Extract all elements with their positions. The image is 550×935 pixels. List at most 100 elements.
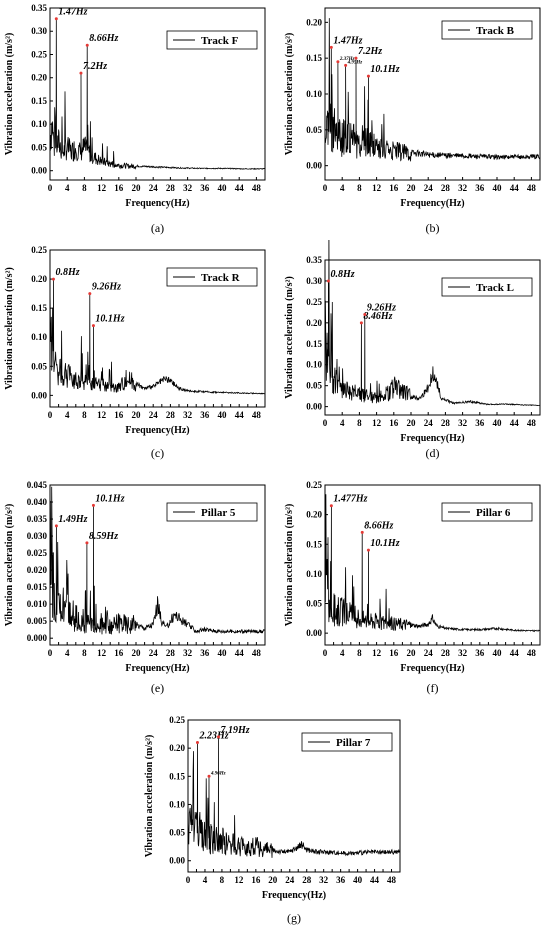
peak-label: 2.37Hz [339, 57, 355, 62]
x-tick-label: 44 [235, 648, 245, 658]
chart-c: 0.000.050.100.150.200.250 4 8 12 16 20 24 28 32 3… [4, 245, 266, 460]
y-tick-label: 0.00 [306, 402, 322, 412]
x-tick-label: 48 [527, 183, 537, 193]
x-tick-label: 8 [357, 648, 362, 658]
peak-marker [91, 503, 95, 507]
x-tick-label: 32 [458, 648, 468, 658]
y-tick-label: 0.15 [306, 339, 322, 349]
x-tick-label: 32 [458, 418, 468, 428]
x-tick-label: 20 [132, 648, 142, 658]
x-axis-label: Frequency(Hz) [125, 425, 189, 436]
y-tick-label: 0.10 [306, 360, 322, 370]
peak-label: 8.46Hz [363, 311, 392, 322]
x-tick-label: 12 [97, 410, 107, 420]
x-tick-label: 28 [441, 183, 451, 193]
y-axis-label: Vibration acceleration (m/s²) [144, 735, 155, 858]
peak-label: 1.47Hz [58, 7, 87, 18]
y-tick-label: 0.10 [169, 799, 185, 809]
peak-marker [79, 71, 83, 75]
peak-marker [363, 312, 367, 316]
series-line-b [324, 18, 541, 162]
peak-label: 0.8Hz [55, 267, 79, 278]
x-tick-label: 36 [336, 875, 346, 885]
chart-panel-b: 0.00 0.05 0.10 0.15 0.20 0 4 8 12 16 20 24 28 32 36 40 4… [280, 0, 550, 240]
panel-caption: (f) [427, 681, 439, 695]
peak-label: 9.26Hz [367, 302, 396, 313]
x-tick-label: 16 [114, 648, 124, 658]
x-tick-label: 8 [220, 875, 225, 885]
y-tick-label: 0.015 [27, 582, 48, 592]
y-tick-label: 0.15 [31, 96, 47, 106]
x-tick-label: 40 [353, 875, 363, 885]
peak-label: 10.1Hz [95, 314, 124, 325]
x-tick-label: 12 [372, 648, 382, 658]
peak-label: 8.59Hz [89, 531, 118, 542]
x-tick-label: 32 [458, 183, 468, 193]
x-tick-label: 20 [268, 875, 278, 885]
x-axis-label: Frequency(Hz) [262, 890, 326, 901]
x-tick-label: 44 [510, 183, 520, 193]
y-tick-label: 0.000 [27, 633, 48, 643]
chart-panel-e: 0.000 0.005 0.010 0.015 0.020 0.025 0.030 0.035… [0, 470, 275, 700]
y-tick-label: 0.25 [31, 49, 47, 59]
x-tick-label: 48 [252, 648, 262, 658]
y-tick-label: 0.00 [169, 856, 185, 866]
x-axis-label: Frequency(Hz) [400, 433, 464, 444]
y-tick-label: 0.045 [27, 480, 48, 490]
x-tick-label: 48 [252, 410, 262, 420]
x-tick-label: 28 [441, 648, 451, 658]
x-tick-label: 8 [357, 183, 362, 193]
x-tick-label: 4 [203, 875, 208, 885]
y-tick-label: 0.005 [27, 616, 48, 626]
y-tick-label: 0.05 [306, 125, 322, 135]
x-tick-label: 4 [65, 648, 70, 658]
x-tick-label: 32 [183, 410, 193, 420]
y-tick-label: 0.20 [31, 274, 47, 284]
y-tick-label: 0.10 [31, 332, 47, 342]
x-tick-label: 12 [372, 183, 382, 193]
series-line-a [49, 18, 266, 170]
x-tick-label: 12 [234, 875, 244, 885]
x-tick-label: 36 [475, 183, 485, 193]
x-tick-label: 16 [389, 183, 399, 193]
plot-frame [49, 7, 266, 181]
x-tick-label: 0 [48, 410, 53, 420]
x-tick-label: 24 [424, 183, 434, 193]
x-tick-label: 12 [372, 418, 382, 428]
legend-label: Track R [201, 272, 241, 284]
legend-label: Pillar 5 [201, 507, 236, 519]
x-tick-label: 20 [407, 183, 417, 193]
peak-label: 7.19Hz [220, 725, 249, 736]
x-tick-label: 0 [323, 418, 328, 428]
x-tick-label: 32 [319, 875, 329, 885]
x-tick-label: 28 [166, 183, 176, 193]
panel-caption: (d) [426, 446, 440, 460]
x-tick-label: 24 [149, 648, 159, 658]
peak-label: 1.49Hz [58, 514, 87, 525]
y-tick-label: 0.20 [306, 510, 322, 520]
x-tick-label: 4 [340, 183, 345, 193]
y-tick-label: 0.20 [169, 743, 185, 753]
legend-box [166, 502, 258, 522]
x-tick-label: 36 [200, 410, 210, 420]
x-tick-label: 40 [493, 648, 503, 658]
x-tick-label: 8 [82, 410, 87, 420]
x-tick-label: 44 [510, 418, 520, 428]
x-tick-label: 28 [302, 875, 312, 885]
x-tick-label: 24 [149, 183, 159, 193]
x-tick-label: 8 [82, 648, 87, 658]
y-tick-label: 0.20 [306, 17, 322, 27]
peak-marker [216, 735, 220, 739]
peak-marker [51, 277, 55, 281]
x-tick-label: 0 [323, 648, 328, 658]
panel-caption: (b) [426, 221, 440, 235]
x-tick-label: 48 [527, 418, 537, 428]
y-tick-label: 0.20 [31, 73, 47, 83]
peak-label: 0.8Hz [330, 269, 354, 280]
peak-label: 4.96Hz [210, 771, 226, 776]
peak-marker [366, 74, 370, 78]
series-line-f [324, 494, 541, 633]
x-axis-label: Frequency(Hz) [125, 198, 189, 209]
y-tick-label: 0.00 [31, 166, 47, 176]
x-tick-label: 4 [65, 183, 70, 193]
